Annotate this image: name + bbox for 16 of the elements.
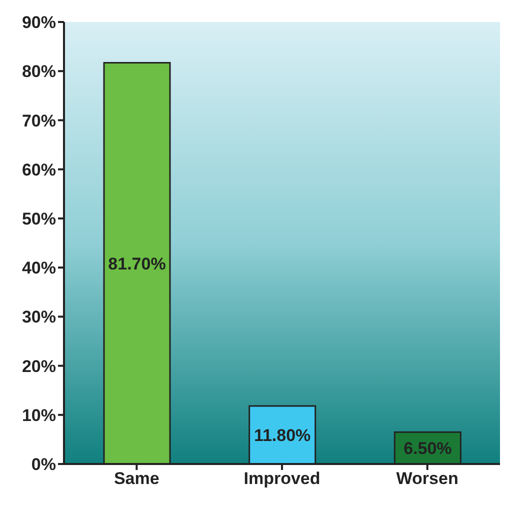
y-tick-label: 80% [22,62,56,82]
y-tick-label: 30% [22,308,56,327]
y-tick-label: 90% [22,13,56,32]
y-tick-label: 70% [22,111,56,130]
y-tick-label: 60% [22,160,56,180]
data-label: 81.70% [108,254,166,274]
data-label: 6.50% [404,439,452,458]
x-tick-label: Improved [244,469,320,488]
y-tick-label: 50% [22,209,56,228]
x-tick-label: Worsen [396,469,458,488]
y-tick-label: 40% [22,258,56,278]
y-tick-label: 10% [22,406,56,425]
x-tick-label: Same [114,469,160,488]
y-tick-label: 20% [22,356,56,376]
y-tick-label: 0% [31,455,56,474]
data-label: 11.80% [254,426,311,446]
